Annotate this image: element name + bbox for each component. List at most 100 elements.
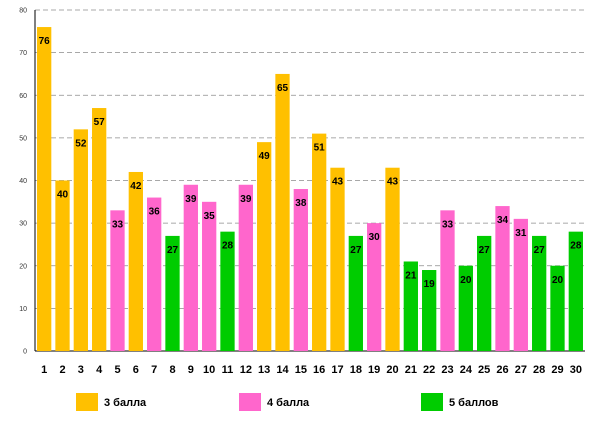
bar-22 bbox=[422, 270, 437, 351]
data-label-7: 36 bbox=[149, 207, 161, 218]
data-label-20: 43 bbox=[387, 177, 399, 188]
bar-10 bbox=[202, 201, 217, 351]
bar-17 bbox=[330, 167, 345, 351]
data-label-15: 38 bbox=[295, 198, 307, 209]
data-label-18: 27 bbox=[350, 245, 362, 256]
x-tick-label: 26 bbox=[496, 364, 508, 376]
legend-swatch-g4 bbox=[239, 393, 261, 411]
y-axis-ticks: 0 10 20 30 40 50 60 70 80 bbox=[19, 8, 27, 356]
data-label-17: 43 bbox=[332, 177, 344, 188]
x-tick-label: 23 bbox=[441, 364, 453, 376]
data-label-23: 33 bbox=[442, 219, 454, 230]
data-label-28: 27 bbox=[534, 245, 546, 256]
data-labels: 76 40 52 57 33 42 36 27 39 35 28 39 49 65 38 51 43 27 30 43… bbox=[39, 36, 582, 290]
x-tick-label: 21 bbox=[405, 364, 417, 376]
x-tick-label: 28 bbox=[533, 364, 545, 376]
data-label-1: 76 bbox=[39, 36, 51, 47]
bars bbox=[37, 27, 583, 352]
legend-label-g5: 5 баллов bbox=[449, 397, 499, 409]
x-tick-label: 3 bbox=[78, 364, 84, 376]
bar-19 bbox=[367, 223, 382, 351]
y-tick-label: 50 bbox=[19, 135, 27, 142]
bar-9 bbox=[183, 184, 198, 351]
data-label-10: 35 bbox=[204, 211, 216, 222]
bar-20 bbox=[385, 167, 400, 351]
x-tick-label: 13 bbox=[258, 364, 270, 376]
data-label-30: 28 bbox=[570, 241, 582, 252]
x-tick-label: 7 bbox=[151, 364, 157, 376]
data-label-14: 65 bbox=[277, 83, 289, 94]
bar-30 bbox=[568, 231, 583, 351]
bar-18 bbox=[348, 235, 363, 351]
data-label-3: 52 bbox=[75, 138, 87, 149]
y-tick-label: 20 bbox=[19, 263, 27, 270]
bar-3 bbox=[73, 129, 88, 351]
x-tick-label: 19 bbox=[368, 364, 380, 376]
x-tick-label: 5 bbox=[114, 364, 120, 376]
axes bbox=[34, 10, 585, 352]
data-label-6: 42 bbox=[130, 181, 142, 192]
data-label-27: 31 bbox=[515, 228, 527, 239]
bar-14 bbox=[275, 73, 290, 351]
data-label-2: 40 bbox=[57, 190, 69, 201]
data-label-25: 27 bbox=[479, 245, 491, 256]
data-label-24: 20 bbox=[460, 275, 472, 286]
data-label-11: 28 bbox=[222, 241, 234, 252]
bar-2 bbox=[55, 180, 70, 351]
bar-12 bbox=[238, 184, 253, 351]
x-tick-label: 6 bbox=[133, 364, 139, 376]
x-tick-label: 24 bbox=[460, 364, 473, 376]
bar-11 bbox=[220, 231, 235, 351]
x-tick-label: 8 bbox=[169, 364, 175, 376]
x-tick-label: 20 bbox=[386, 364, 398, 376]
x-tick-label: 16 bbox=[313, 364, 325, 376]
y-tick-label: 0 bbox=[23, 349, 27, 356]
data-label-21: 21 bbox=[405, 270, 417, 281]
y-tick-label: 30 bbox=[19, 221, 27, 228]
gridlines bbox=[35, 9, 585, 309]
x-tick-label: 1 bbox=[41, 364, 47, 376]
x-tick-label: 14 bbox=[276, 364, 289, 376]
data-label-29: 20 bbox=[552, 275, 564, 286]
data-label-13: 49 bbox=[259, 151, 271, 162]
bar-8 bbox=[165, 235, 180, 351]
data-label-16: 51 bbox=[314, 143, 326, 154]
bar-7 bbox=[147, 197, 162, 351]
bar-27 bbox=[513, 218, 528, 351]
x-tick-label: 15 bbox=[295, 364, 307, 376]
legend: 3 балла 4 балла 5 баллов bbox=[76, 393, 499, 411]
bar-4 bbox=[92, 108, 107, 351]
legend-label-g3: 3 балла bbox=[104, 397, 147, 409]
x-tick-label: 30 bbox=[570, 364, 582, 376]
x-tick-label: 2 bbox=[59, 364, 65, 376]
bar-13 bbox=[257, 142, 272, 351]
x-tick-label: 10 bbox=[203, 364, 215, 376]
bar-23 bbox=[440, 210, 455, 351]
data-label-26: 34 bbox=[497, 215, 509, 226]
x-tick-label: 12 bbox=[240, 364, 252, 376]
x-tick-label: 4 bbox=[96, 364, 103, 376]
data-label-22: 19 bbox=[424, 279, 436, 290]
y-tick-label: 10 bbox=[19, 306, 27, 313]
data-label-9: 39 bbox=[185, 194, 197, 205]
x-axis-ticks: 1 2 3 4 5 6 7 8 9 10 11 12 13 14 15 16 17 18 19 20 21 22 23 24 2… bbox=[41, 364, 582, 376]
x-tick-label: 29 bbox=[551, 364, 563, 376]
x-tick-label: 11 bbox=[222, 364, 234, 376]
bar-29 bbox=[550, 265, 565, 351]
bar-28 bbox=[532, 235, 547, 351]
data-label-8: 27 bbox=[167, 245, 179, 256]
legend-swatch-g3 bbox=[76, 393, 98, 411]
x-tick-label: 27 bbox=[515, 364, 527, 376]
x-tick-label: 9 bbox=[188, 364, 194, 376]
y-tick-label: 40 bbox=[19, 178, 27, 185]
bar-5 bbox=[110, 210, 125, 351]
x-tick-label: 25 bbox=[478, 364, 490, 376]
y-tick-label: 80 bbox=[19, 8, 27, 15]
data-label-19: 30 bbox=[369, 232, 381, 243]
y-tick-label: 70 bbox=[19, 50, 27, 57]
legend-label-g4: 4 балла bbox=[267, 397, 310, 409]
bar-1 bbox=[37, 27, 52, 352]
x-tick-label: 17 bbox=[331, 364, 343, 376]
legend-swatch-g5 bbox=[421, 393, 443, 411]
